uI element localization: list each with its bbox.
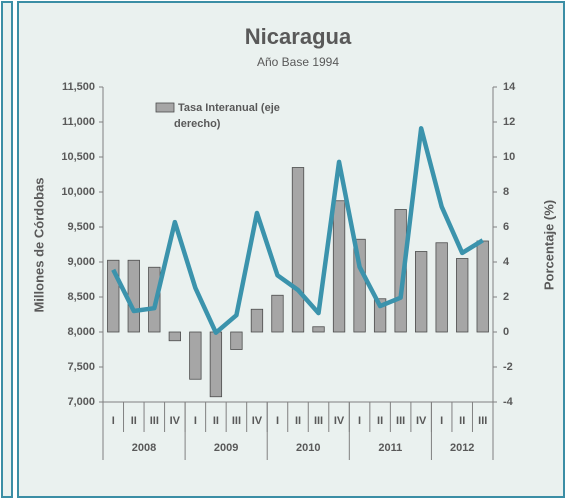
y-tick-label: 9,500	[67, 221, 95, 233]
y2-tick-label: 8	[503, 186, 509, 198]
bar	[209, 331, 223, 398]
y-tick-label: 8,000	[67, 326, 95, 338]
x-group-label: 2012	[450, 442, 474, 454]
x-group-label: 2011	[378, 442, 402, 454]
x-tick-label: III	[232, 415, 241, 427]
bar	[456, 258, 469, 333]
x-tick-label: IV	[170, 415, 181, 427]
y2-tick-label: 12	[503, 116, 515, 128]
bar	[107, 259, 120, 333]
bar	[476, 240, 489, 333]
x-tick-label: IV	[334, 415, 345, 427]
bar	[230, 331, 243, 350]
y-tick-label: 8,500	[67, 291, 95, 303]
line	[111, 126, 484, 335]
y2-tick-label: 14	[503, 81, 516, 93]
x-tick-label: IV	[252, 415, 263, 427]
x-tick-label: III	[314, 415, 323, 427]
y-tick-label: 10,500	[61, 151, 95, 163]
x-tick-label: II	[377, 415, 383, 427]
y2-axis-label: Porcentaje (%)	[541, 200, 556, 290]
y-tick-label: 11,000	[62, 116, 95, 128]
y-tick-label: 9,000	[67, 256, 95, 268]
x-tick-label: I	[440, 415, 443, 427]
x-tick-label: II	[459, 415, 465, 427]
x-tick-label: IV	[416, 415, 427, 427]
bar	[332, 200, 346, 333]
y2-tick-label: 4	[503, 256, 510, 268]
y-tick-label: 10,000	[61, 186, 95, 198]
y-tick-label: 7,500	[67, 361, 95, 373]
bar	[127, 259, 140, 333]
x-tick-label: II	[213, 415, 219, 427]
y-tick-label: 7,000	[67, 396, 95, 408]
bar	[291, 167, 305, 333]
x-tick-label: I	[112, 415, 115, 427]
x-group-label: 2009	[214, 442, 238, 454]
x-tick-label: III	[150, 415, 159, 427]
x-tick-label: II	[295, 415, 301, 427]
bar	[435, 242, 448, 333]
y2-tick-label: 10	[503, 151, 515, 163]
bar	[353, 238, 366, 333]
x-tick-label: III	[478, 415, 487, 427]
chart-title: Nicaragua	[245, 24, 352, 49]
y2-tick-label: -4	[503, 396, 514, 408]
bar	[373, 298, 387, 333]
legend-label: Tasa Interanual (eje derecho)	[174, 102, 280, 130]
bar	[168, 331, 181, 342]
y2-tick-label: 6	[503, 221, 509, 233]
x-group-label: 2010	[296, 442, 320, 454]
bar	[415, 251, 428, 333]
bar	[250, 308, 264, 333]
x-tick-label: I	[276, 415, 279, 427]
y2-tick-label: 2	[503, 291, 509, 303]
bar	[312, 326, 325, 333]
x-tick-label: I	[358, 415, 361, 427]
chart-subtitle: Año Base 1994	[257, 55, 339, 69]
x-tick-label: III	[396, 415, 405, 427]
x-group-label: 2008	[132, 442, 156, 454]
x-tick-label: I	[194, 415, 197, 427]
x-tick-label: II	[131, 415, 137, 427]
y-axis-label: Millones de Córdobas	[31, 177, 46, 312]
y-tick-label: 11,500	[62, 81, 95, 93]
side-strip	[1, 1, 13, 498]
legend-swatch	[155, 102, 175, 113]
bar	[394, 209, 407, 333]
panel	[17, 1, 565, 498]
y2-tick-label: 0	[503, 326, 509, 338]
bar	[189, 331, 202, 380]
y2-tick-label: -2	[503, 361, 513, 373]
bar	[271, 294, 284, 333]
